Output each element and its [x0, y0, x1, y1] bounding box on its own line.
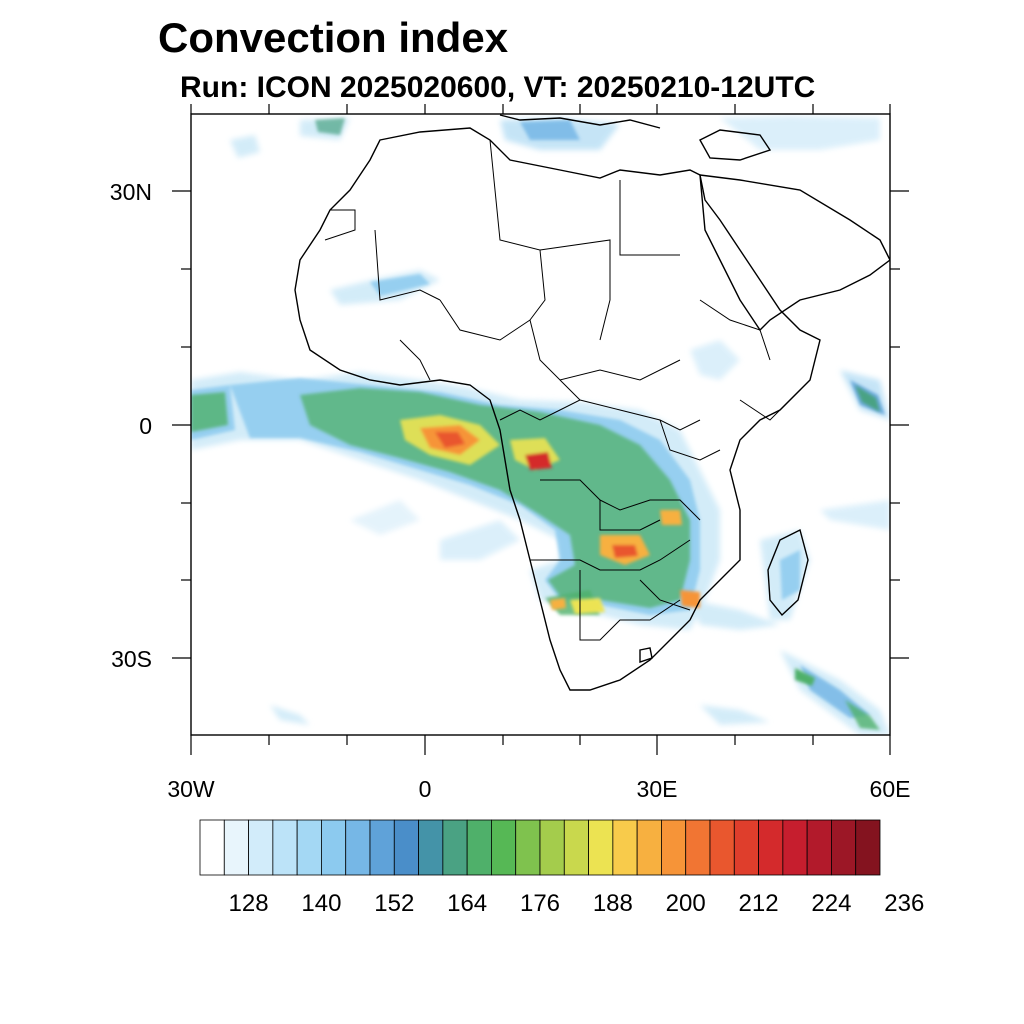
run-subtitle: Run: ICON 2025020600, VT: 20250210-12UTC — [180, 71, 816, 104]
colorbar-label: 152 — [374, 890, 414, 917]
colorbar-label: 200 — [666, 890, 706, 917]
lesotho-outline — [639, 647, 653, 663]
colorbar-swatch — [199, 819, 225, 876]
med-coast — [699, 129, 772, 161]
colorbar-swatch — [393, 819, 419, 876]
colorbar-swatch — [539, 819, 565, 876]
colorbar-swatch — [272, 819, 298, 876]
colorbar-labels: 128 140 152 164 176 188 200 212 224 236 — [229, 890, 925, 917]
arabia-outline — [699, 174, 890, 332]
colorbar-label: 164 — [447, 890, 487, 917]
colorbar-swatch — [345, 819, 371, 876]
colorbar-label: 140 — [301, 890, 341, 917]
lat-label-30n: 30N — [110, 179, 152, 205]
madagascar-outline — [767, 528, 809, 617]
chart-title: Convection index — [158, 14, 509, 61]
colorbar-swatch — [685, 819, 711, 876]
lat-label-30s: 30S — [111, 646, 152, 672]
colorbar-swatch — [709, 819, 735, 876]
colorbar-swatch — [491, 819, 517, 876]
lon-label-30e: 30E — [637, 776, 678, 802]
colorbar-swatch — [733, 819, 759, 876]
lat-label-0: 0 — [139, 413, 152, 439]
convection-hot-spots — [400, 415, 700, 614]
colorbar-swatch — [855, 819, 881, 876]
country-borders — [324, 139, 801, 641]
colorbar-swatch — [418, 819, 444, 876]
convection-field — [191, 114, 890, 735]
colorbar-swatch — [782, 819, 808, 876]
colorbar-swatch — [636, 819, 662, 876]
colorbar-swatch — [612, 819, 638, 876]
lon-label-60e: 60E — [870, 776, 911, 802]
colorbar-label: 128 — [229, 890, 269, 917]
lon-label-30w: 30W — [167, 776, 215, 802]
colorbar-swatch — [296, 819, 322, 876]
colorbar-swatch — [369, 819, 395, 876]
colorbar-swatch — [806, 819, 832, 876]
colorbar-swatch — [223, 819, 249, 876]
colorbar-swatch — [588, 819, 614, 876]
colorbar-label: 236 — [884, 890, 924, 917]
colorbar-label: 224 — [811, 890, 851, 917]
colorbar-swatch — [563, 819, 589, 876]
colorbar-swatch — [661, 819, 687, 876]
colorbar-swatch — [831, 819, 857, 876]
colorbar-label: 212 — [739, 890, 779, 917]
colorbar-swatch — [442, 819, 468, 876]
colorbar-label: 188 — [593, 890, 633, 917]
europe-coast — [499, 114, 661, 129]
lon-label-0: 0 — [419, 776, 432, 802]
colorbar-swatch — [466, 819, 492, 876]
colorbar-swatch — [321, 819, 347, 876]
colorbar-swatch — [758, 819, 784, 876]
colorbar-label: 176 — [520, 890, 560, 917]
axis-ticks — [172, 104, 909, 755]
colorbar — [199, 819, 881, 876]
africa-outline — [294, 127, 821, 691]
colorbar-swatch — [248, 819, 274, 876]
colorbar-swatch — [515, 819, 541, 876]
coastlines — [294, 114, 890, 691]
